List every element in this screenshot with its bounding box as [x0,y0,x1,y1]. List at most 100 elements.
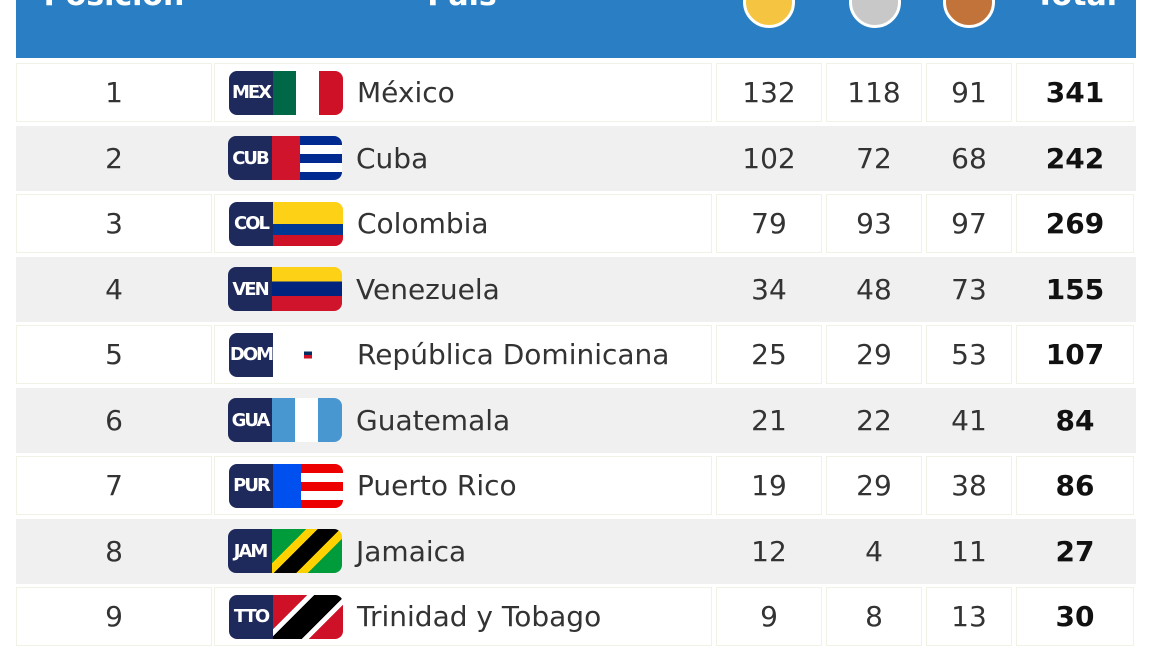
table-row: 5 DOM República Dominicana 25 29 53 107 [16,322,1136,387]
position-header: Posición [16,0,212,13]
country-cell: PUR Puerto Rico [214,456,712,515]
total-value: 86 [1055,469,1095,502]
gold-cell: 21 [716,390,822,450]
gold-value: 79 [751,207,787,240]
total-cell: 269 [1016,194,1134,253]
country-name: Cuba [356,141,429,175]
country-name: Trinidad y Tobago [357,600,602,633]
country-code-badge: VEN [228,267,272,311]
country-code-badge: JAM [228,529,272,573]
bronze-cell: 73 [926,259,1012,319]
total-value: 155 [1045,272,1105,306]
position-cell: 7 [16,456,212,515]
gold-value: 9 [760,600,778,633]
bronze-value: 73 [951,272,987,306]
table-row: 9 TTO Trinidad y Tobago 9 8 13 30 [16,584,1136,649]
table-row: 2 CUB Cuba 102 72 68 242 [16,125,1136,191]
total-value: 242 [1045,141,1105,175]
country-name: Guatemala [356,403,511,437]
total-cell: 107 [1016,325,1134,384]
country-cell: DOM República Dominicana [214,325,712,384]
bronze-value: 11 [951,534,987,568]
silver-cell: 4 [826,521,922,581]
country-name: República Dominicana [357,338,670,371]
silver-cell: 29 [826,325,922,384]
country-cell: CUB Cuba [214,128,712,188]
bronze-cell: 13 [926,587,1012,646]
flag-icon [273,594,343,639]
bronze-cell: 11 [926,521,1012,581]
gold-cell: 132 [716,63,822,122]
country-code-badge: GUA [228,398,272,442]
position-value: 5 [105,338,123,371]
bronze-cell: 41 [926,390,1012,450]
bronze-cell: 68 [926,128,1012,188]
silver-value: 118 [847,76,901,109]
total-cell: 155 [1016,259,1134,319]
table-row: 3 COL Colombia 79 93 97 269 [16,191,1136,256]
table-row: 4 VEN Venezuela 34 48 73 155 [16,256,1136,322]
gold-cell: 9 [716,587,822,646]
total-cell: 341 [1016,63,1134,122]
flag-icon [272,398,342,442]
silver-value: 29 [856,469,892,502]
silver-medal-icon [849,0,901,28]
position-value: 4 [105,272,123,306]
country-name: Puerto Rico [357,469,517,502]
silver-value: 72 [856,141,892,175]
gold-value: 102 [742,141,796,175]
bronze-value: 13 [951,600,987,633]
bronze-value: 38 [951,469,987,502]
bronze-cell: 97 [926,194,1012,253]
flag-icon [273,463,343,508]
silver-value: 22 [856,403,892,437]
total-value: 341 [1045,76,1105,109]
position-cell: 8 [16,521,212,581]
position-value: 7 [105,469,123,502]
flag-icon [273,201,343,246]
position-cell: 9 [16,587,212,646]
position-value: 2 [105,141,123,175]
gold-cell: 12 [716,521,822,581]
silver-cell: 118 [826,63,922,122]
bronze-value: 97 [951,207,987,240]
country-cell: JAM Jamaica [214,521,712,581]
silver-cell: 8 [826,587,922,646]
bronze-cell: 38 [926,456,1012,515]
total-value: 27 [1055,534,1095,568]
gold-value: 25 [751,338,787,371]
country-code-badge: DOM [229,332,274,377]
flag-icon [272,267,342,311]
country-code-badge: COL [229,201,273,246]
table-row: 6 GUA Guatemala 21 22 41 84 [16,387,1136,453]
country-name: Colombia [357,207,489,240]
silver-value: 4 [865,534,883,568]
gold-cell: 25 [716,325,822,384]
position-value: 3 [105,207,123,240]
silver-cell: 22 [826,390,922,450]
bronze-value: 41 [951,403,987,437]
silver-cell: 93 [826,194,922,253]
country-cell: MEX México [214,63,712,122]
silver-value: 93 [856,207,892,240]
flag-icon [273,70,343,115]
table-row: 7 PUR Puerto Rico 19 29 38 86 [16,453,1136,518]
bronze-medal-icon [943,0,995,28]
total-header: Total [1016,0,1136,13]
total-cell: 84 [1016,390,1134,450]
position-cell: 6 [16,390,212,450]
country-code-badge: MEX [229,70,273,115]
country-code-badge: TTO [229,594,273,639]
country-cell: COL Colombia [214,194,712,253]
total-value: 30 [1055,600,1095,633]
silver-cell: 29 [826,456,922,515]
flag-icon [273,332,343,377]
total-value: 269 [1045,207,1105,240]
country-code-badge: PUR [229,463,273,508]
position-cell: 5 [16,325,212,384]
silver-value: 48 [856,272,892,306]
position-value: 6 [105,403,123,437]
silver-cell: 72 [826,128,922,188]
table-row: 8 JAM Jamaica 12 4 11 27 [16,518,1136,584]
position-value: 1 [105,76,123,109]
